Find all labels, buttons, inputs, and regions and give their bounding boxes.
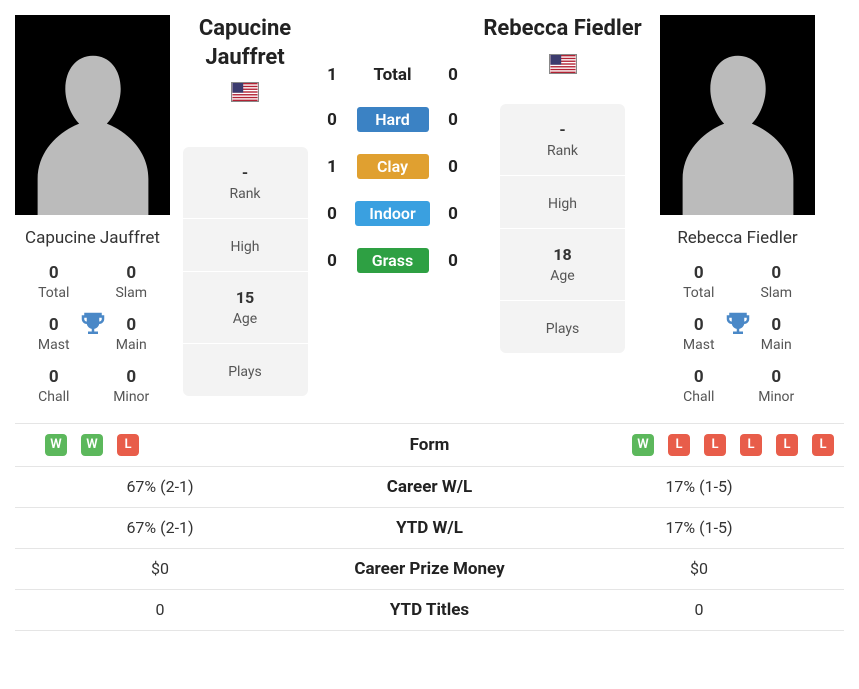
stat-row: 67% (2-1)Career W/L17% (1-5) <box>15 467 844 508</box>
player1-card: Capucine Jauffret 0Total 0Slam 0Mast 0Ma… <box>15 15 170 405</box>
h2h-p2-value: 0 <box>441 204 465 224</box>
h2h-surface-chip: Clay <box>357 154 429 179</box>
form-win-badge: W <box>45 434 67 456</box>
form-loss-badge: L <box>740 434 762 456</box>
stat-row: 0YTD Titles0 <box>15 590 844 631</box>
stat-p1-value: 67% (2-1) <box>15 518 305 537</box>
silhouette-icon <box>668 35 808 215</box>
stat-label: Form <box>305 435 554 455</box>
form-loss-badge: L <box>117 434 139 456</box>
player1-titles: 0Total 0Slam 0Mast 0Main 0Chall 0Minor <box>15 263 170 405</box>
h2h-total-row: 1 Total 0 <box>320 65 465 85</box>
player2-info: -Rank High 18Age Plays <box>500 104 625 353</box>
h2h-column: 1 Total 0 0 Hard 0 1 Clay 0 0 Indoor 0 0 Grass 0 <box>320 65 465 273</box>
stat-p2-value: 0 <box>554 600 844 619</box>
flag-us-icon <box>549 54 577 74</box>
h2h-p1-value: 0 <box>320 204 344 224</box>
player2-heading: Rebecca Fiedler <box>483 15 641 44</box>
stat-row: 67% (2-1)YTD W/L17% (1-5) <box>15 508 844 549</box>
player2-card: Rebecca Fiedler 0Total 0Slam 0Mast 0Main… <box>660 15 815 405</box>
stat-label: YTD W/L <box>305 518 554 538</box>
stat-p1-value: $0 <box>15 559 305 578</box>
player1-info: -Rank High 15Age Plays <box>183 147 308 396</box>
stat-p1-value: 0 <box>15 600 305 619</box>
stat-p2-value: WLLLLL <box>554 434 844 456</box>
stat-label: YTD Titles <box>305 600 554 620</box>
stat-p2-value: 17% (1-5) <box>554 477 844 496</box>
stat-row: $0Career Prize Money$0 <box>15 549 844 590</box>
stat-p2-value: 17% (1-5) <box>554 518 844 537</box>
h2h-p2-value: 0 <box>441 251 465 271</box>
stat-p1-value: WWL <box>15 434 305 456</box>
h2h-surface-chip: Indoor <box>355 201 429 226</box>
form-loss-badge: L <box>812 434 834 456</box>
player2-avatar <box>660 15 815 215</box>
top-section: Capucine Jauffret 0Total 0Slam 0Mast 0Ma… <box>15 15 844 405</box>
h2h-surface-row: 0 Hard 0 <box>320 107 465 132</box>
h2h-surface-row: 0 Grass 0 <box>320 248 465 273</box>
stat-label: Career W/L <box>305 477 554 497</box>
h2h-p1-value: 0 <box>320 251 344 271</box>
form-win-badge: W <box>632 434 654 456</box>
form-win-badge: W <box>81 434 103 456</box>
player2-mid: Rebecca Fiedler -Rank High 18Age Plays <box>475 15 650 353</box>
h2h-surface-chip: Hard <box>357 107 429 132</box>
player2-name: Rebecca Fiedler <box>677 227 797 251</box>
player2-titles: 0Total 0Slam 0Mast 0Main 0Chall 0Minor <box>660 263 815 405</box>
player1-name: Capucine Jauffret <box>25 227 160 251</box>
flag-us-icon <box>231 82 259 102</box>
stats-table: WWLFormWLLLLL67% (2-1)Career W/L17% (1-5… <box>15 423 844 631</box>
h2h-surface-chip: Grass <box>357 248 429 273</box>
stat-label: Career Prize Money <box>305 559 554 579</box>
player1-avatar <box>15 15 170 215</box>
h2h-p1-value: 1 <box>320 157 344 177</box>
stat-row: WWLFormWLLLLL <box>15 423 844 467</box>
stat-p1-value: 67% (2-1) <box>15 477 305 496</box>
player1-mid: Capucine Jauffret -Rank High 15Age Plays <box>180 15 310 396</box>
h2h-p2-value: 0 <box>441 157 465 177</box>
h2h-p1-value: 0 <box>320 110 344 130</box>
h2h-surface-row: 0 Indoor 0 <box>320 201 465 226</box>
silhouette-icon <box>23 35 163 215</box>
form-loss-badge: L <box>704 434 726 456</box>
h2h-surface-row: 1 Clay 0 <box>320 154 465 179</box>
form-loss-badge: L <box>776 434 798 456</box>
stat-p2-value: $0 <box>554 559 844 578</box>
player1-heading: Capucine Jauffret <box>180 15 310 72</box>
form-loss-badge: L <box>668 434 690 456</box>
h2h-p2-value: 0 <box>441 110 465 130</box>
